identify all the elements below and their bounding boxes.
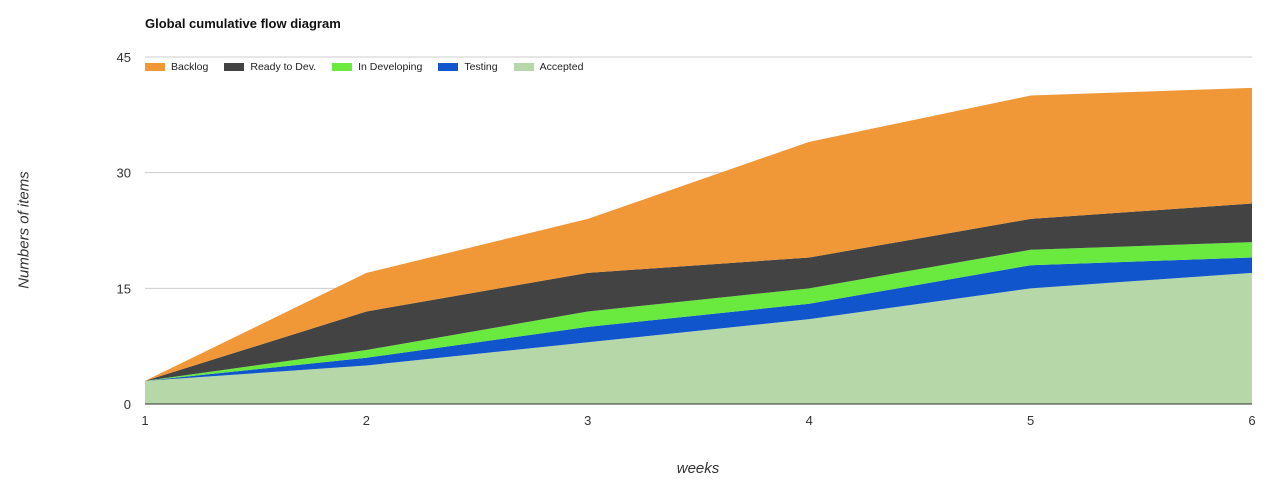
area-in-developing (145, 242, 1252, 381)
legend-swatch (513, 63, 534, 71)
area-testing (145, 257, 1252, 381)
legend-item: Backlog (145, 61, 208, 73)
x-tick-label: 4 (806, 413, 813, 428)
chart-title: Global cumulative flow diagram (145, 16, 341, 31)
legend: Backlog Ready to Dev. In Developing Testing… (145, 61, 583, 73)
legend-swatch (145, 63, 165, 71)
y-tick-label: 30 (117, 166, 131, 181)
legend-label: Accepted (539, 61, 584, 73)
y-tick-label: 45 (117, 50, 131, 65)
y-tick-label: 15 (117, 281, 131, 296)
y-tick-label: 0 (124, 397, 131, 412)
legend-item: Accepted (513, 61, 584, 73)
legend-label: Ready to Dev. (250, 61, 317, 73)
area-accepted (145, 272, 1252, 404)
legend-swatch (438, 63, 459, 71)
x-tick-label: 6 (1248, 413, 1255, 428)
x-tick-label: 2 (363, 413, 370, 428)
x-tick-label: 5 (1027, 413, 1034, 428)
area-backlog (145, 87, 1252, 381)
area-ready-to-dev (145, 203, 1252, 381)
x-axis-label: weeks (676, 460, 720, 477)
legend-label: Testing (464, 61, 498, 73)
legend-swatch (224, 63, 245, 71)
x-tick-label: 1 (141, 413, 148, 428)
legend-label: Backlog (171, 61, 209, 73)
legend-swatch (332, 63, 353, 71)
legend-item: In Developing (332, 61, 422, 73)
legend-label: In Developing (358, 61, 423, 73)
legend-item: Testing (438, 61, 498, 73)
legend-item: Ready to Dev. (224, 61, 316, 73)
x-tick-label: 3 (584, 413, 591, 428)
